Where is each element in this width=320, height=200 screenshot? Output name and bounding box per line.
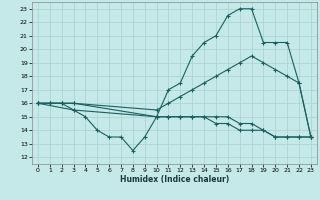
X-axis label: Humidex (Indice chaleur): Humidex (Indice chaleur) bbox=[120, 175, 229, 184]
